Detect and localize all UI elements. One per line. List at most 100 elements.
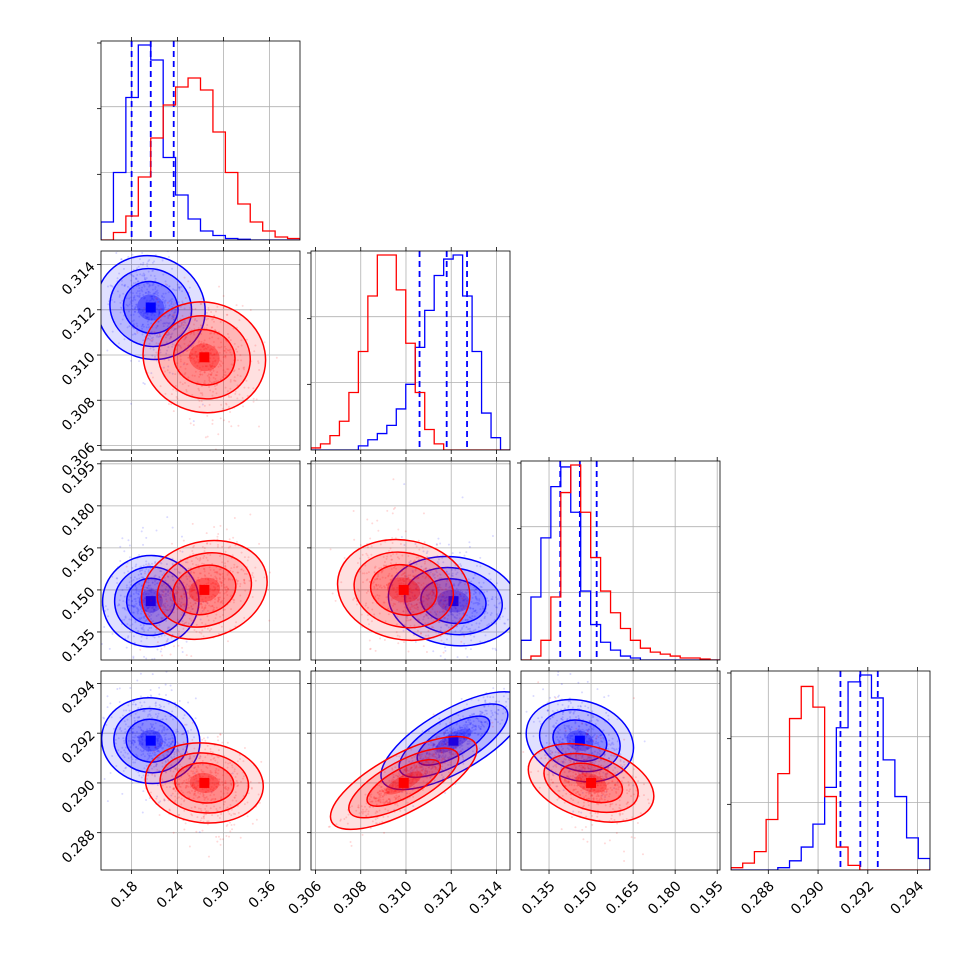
- sample-point: [190, 594, 193, 597]
- sample-point: [118, 700, 121, 703]
- sample-point: [184, 367, 187, 370]
- sample-point: [158, 735, 161, 738]
- sample-point: [428, 593, 431, 596]
- sample-point: [438, 577, 441, 580]
- sample-point: [408, 760, 411, 763]
- sample-point: [224, 374, 227, 377]
- sample-point: [457, 583, 460, 586]
- sample-point: [433, 743, 436, 746]
- sample-point: [131, 333, 134, 336]
- sample-point: [206, 823, 209, 826]
- sample-point: [454, 747, 457, 750]
- sample-point: [122, 737, 125, 740]
- sample-point: [193, 785, 196, 788]
- sample-point: [432, 591, 435, 594]
- sample-point: [386, 509, 389, 512]
- sample-point: [468, 721, 471, 724]
- sample-point: [469, 616, 472, 619]
- sample-point: [133, 739, 136, 742]
- sample-point: [167, 333, 170, 336]
- sample-point: [427, 617, 430, 620]
- sample-point: [142, 601, 145, 604]
- sample-point: [252, 397, 255, 400]
- sample-point: [166, 334, 169, 337]
- sample-point: [443, 741, 446, 744]
- sample-point: [176, 585, 179, 588]
- sample-point: [462, 595, 465, 598]
- sample-point: [164, 760, 167, 763]
- sample-point: [170, 403, 173, 406]
- sample-point: [137, 592, 140, 595]
- sample-point: [161, 593, 164, 596]
- sample-point: [201, 629, 204, 632]
- sample-point: [130, 742, 133, 745]
- sample-point: [251, 596, 254, 599]
- sample-point: [459, 593, 462, 596]
- sample-point: [130, 741, 133, 744]
- sample-point: [440, 751, 443, 754]
- sample-point: [183, 809, 186, 812]
- sample-point: [416, 629, 419, 632]
- sample-point: [191, 597, 194, 600]
- sample-point: [157, 635, 160, 638]
- sample-point: [126, 718, 129, 721]
- sample-point: [200, 332, 203, 335]
- sample-point: [163, 799, 166, 802]
- sample-point: [396, 556, 399, 559]
- sample-point: [194, 774, 197, 777]
- sample-point: [173, 314, 176, 317]
- sample-point: [210, 798, 213, 801]
- sample-point: [227, 394, 230, 397]
- sample-point: [173, 753, 176, 756]
- sample-point: [464, 727, 467, 730]
- sample-point: [473, 635, 476, 638]
- sample-point: [251, 574, 254, 577]
- sample-point: [197, 360, 200, 363]
- sample-point: [153, 753, 156, 756]
- sample-point: [475, 597, 478, 600]
- sample-point: [197, 332, 200, 335]
- sample-point: [419, 593, 422, 596]
- sample-point: [420, 755, 423, 758]
- sample-point: [181, 620, 184, 623]
- sample-point: [201, 775, 204, 778]
- sample-point: [445, 609, 448, 612]
- sample-point: [111, 575, 114, 578]
- sample-point: [483, 705, 486, 708]
- sample-point: [191, 352, 194, 355]
- sample-point: [425, 752, 428, 755]
- sample-point: [463, 635, 466, 638]
- sample-point: [110, 246, 112, 248]
- sample-point: [203, 607, 206, 610]
- sample-point: [162, 366, 165, 369]
- sample-point: [201, 373, 204, 376]
- sample-point: [147, 587, 150, 590]
- sample-point: [136, 736, 139, 739]
- sample-point: [477, 626, 480, 629]
- sample-point: [229, 545, 232, 548]
- sample-point: [466, 618, 469, 621]
- sample-point: [128, 581, 131, 584]
- sample-point: [226, 741, 229, 744]
- sample-point: [129, 624, 132, 627]
- sample-point: [154, 704, 157, 707]
- sample-point: [121, 299, 124, 302]
- sample-point: [371, 522, 374, 525]
- sample-point: [459, 617, 462, 620]
- sample-point: [237, 368, 240, 371]
- sample-point: [140, 576, 143, 579]
- sample-point: [474, 602, 477, 605]
- sample-point: [174, 597, 177, 600]
- sample-point: [141, 739, 144, 742]
- sample-point: [122, 770, 125, 773]
- sample-point: [396, 608, 399, 611]
- sample-point: [237, 784, 240, 787]
- sample-point: [442, 749, 445, 752]
- sample-point: [368, 639, 371, 642]
- sample-point: [138, 734, 141, 737]
- sample-point: [343, 818, 346, 821]
- sample-point: [216, 840, 219, 843]
- sample-point: [431, 590, 434, 593]
- sample-point: [233, 563, 236, 566]
- sample-point: [223, 578, 226, 581]
